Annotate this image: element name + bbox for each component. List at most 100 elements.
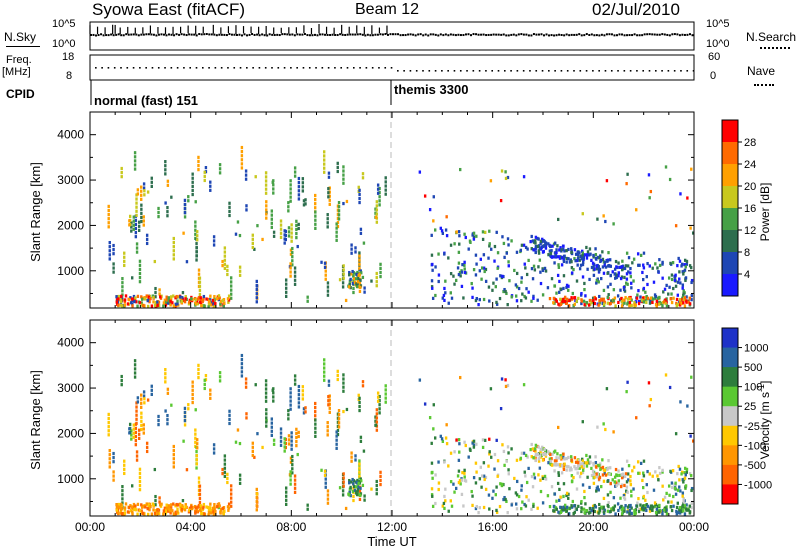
- range-cell: [223, 262, 227, 266]
- range-cell: [461, 263, 464, 267]
- range-cell: [563, 249, 566, 253]
- range-cell: [444, 487, 447, 491]
- freq-point: [478, 70, 481, 72]
- nsky-point: [638, 34, 641, 37]
- nsky-point: [376, 33, 379, 36]
- freq-point: [227, 67, 229, 69]
- range-cell: [534, 458, 537, 463]
- range-cell: [539, 281, 543, 286]
- range-cell: [683, 471, 686, 475]
- range-cell: [676, 501, 679, 505]
- range-cell: [558, 248, 561, 252]
- range-cell: [240, 370, 244, 374]
- nsky-point: [293, 34, 296, 37]
- range-cell: [188, 298, 192, 302]
- range-cell: [129, 504, 132, 508]
- range-cell: [162, 301, 166, 305]
- range-cell: [314, 197, 317, 202]
- range-cell: [138, 471, 142, 475]
- colorbar-tick-label: -500: [744, 460, 766, 472]
- range-cell: [675, 509, 678, 514]
- range-cell: [686, 196, 689, 200]
- range-cell: [559, 287, 562, 291]
- range-cell: [270, 209, 274, 213]
- range-cell: [552, 296, 556, 300]
- range-cell: [183, 300, 187, 304]
- range-cell: [358, 254, 361, 258]
- range-cell: [626, 490, 629, 494]
- range-cell: [128, 214, 132, 218]
- range-cell: [488, 244, 491, 248]
- range-cell: [169, 299, 172, 303]
- range-cell: [350, 455, 353, 459]
- range-cell: [629, 479, 632, 483]
- range-cell: [164, 368, 167, 372]
- range-cell: [488, 229, 491, 233]
- range-cell: [628, 300, 632, 305]
- range-cell: [488, 507, 491, 511]
- nsky-point: [286, 33, 289, 36]
- range-cell: [335, 430, 338, 434]
- range-cell: [291, 246, 294, 251]
- range-cell: [378, 407, 381, 411]
- range-cell: [559, 454, 562, 458]
- range-cell: [176, 299, 179, 303]
- range-cell: [208, 299, 211, 303]
- nsky-point: [256, 33, 259, 36]
- nsky-point: [220, 33, 223, 36]
- range-cell: [150, 384, 153, 388]
- range-cell: [627, 270, 630, 274]
- range-cell: [119, 505, 122, 510]
- range-cell: [453, 450, 456, 454]
- range-cell: [690, 280, 693, 285]
- range-cell: [581, 470, 585, 475]
- range-cell: [297, 430, 300, 434]
- range-cell: [150, 184, 153, 189]
- range-cell: [504, 384, 508, 389]
- range-cell: [350, 451, 353, 455]
- range-cell: [525, 272, 529, 277]
- range-cell: [203, 512, 206, 516]
- range-cell: [195, 458, 198, 462]
- range-cell: [430, 233, 433, 237]
- range-cell: [355, 285, 359, 289]
- range-cell: [619, 496, 622, 500]
- range-cell: [592, 253, 595, 258]
- range-cell: [140, 185, 143, 189]
- range-cell: [117, 502, 121, 507]
- range-cell: [289, 274, 292, 278]
- range-cell: [212, 302, 215, 306]
- range-cell: [600, 276, 603, 281]
- range-cell: [606, 509, 610, 513]
- range-cell: [480, 266, 484, 270]
- range-cell: [626, 297, 630, 301]
- range-cell: [499, 482, 502, 486]
- range-cell: [140, 405, 143, 409]
- range-cell: [138, 259, 142, 263]
- freq-point: [283, 67, 286, 69]
- freq-point: [510, 70, 512, 72]
- colorbar-tick-label: 12: [744, 225, 756, 237]
- nsky-point: [507, 34, 510, 37]
- range-cell: [123, 506, 127, 510]
- range-cell: [563, 457, 566, 461]
- range-cell: [430, 253, 434, 257]
- range-cell: [614, 304, 617, 308]
- range-cell: [293, 266, 297, 270]
- range-cell: [123, 459, 126, 463]
- range-cell: [546, 286, 550, 290]
- nave-tick-top: 60: [708, 51, 721, 63]
- range-cell: [661, 484, 664, 488]
- nsky-point: [311, 34, 314, 37]
- range-cell: [304, 406, 307, 410]
- range-cell: [120, 374, 123, 379]
- range-cell: [681, 491, 685, 495]
- nsky-point: [331, 33, 334, 36]
- colorbar-tick-label: 20: [744, 181, 756, 193]
- range-cell: [107, 212, 110, 217]
- range-cell: [681, 286, 684, 290]
- range-cell: [573, 456, 577, 460]
- range-cell: [108, 245, 111, 249]
- nsky-point: [203, 33, 206, 36]
- nsky-point: [505, 34, 508, 37]
